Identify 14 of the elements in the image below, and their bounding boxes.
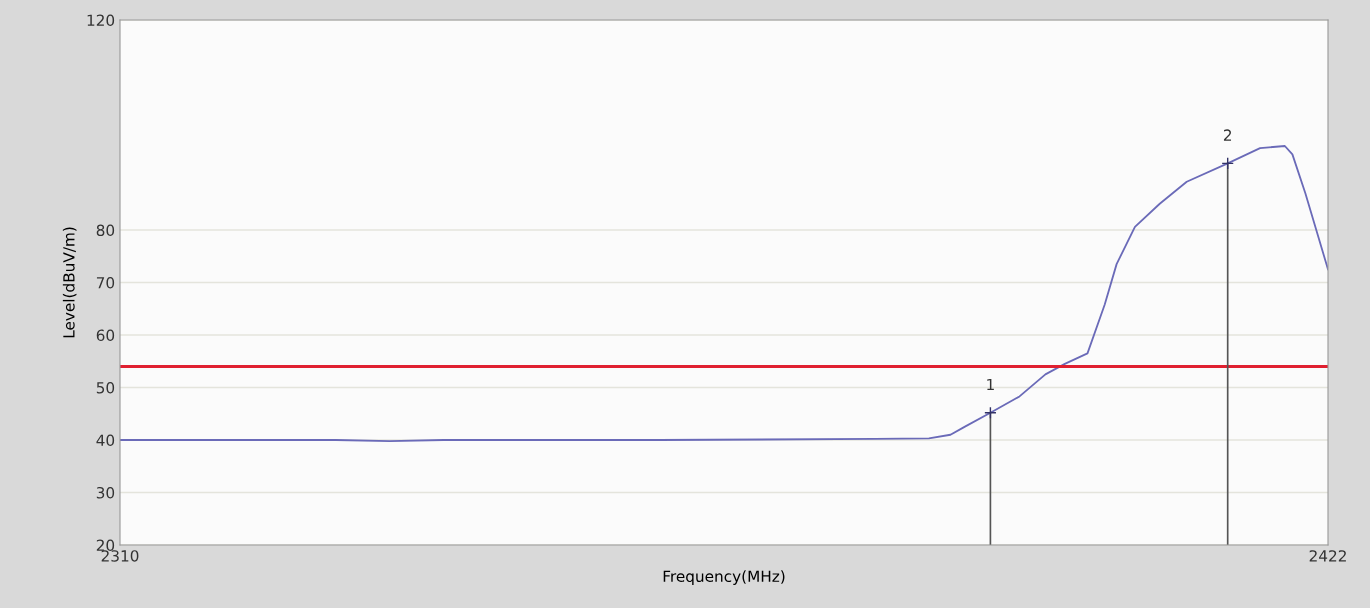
annotation: 2	[1223, 129, 1232, 141]
y-tick-label: 70	[96, 276, 115, 289]
x-axis-title: Frequency(MHz)	[663, 570, 785, 585]
y-tick-label: 80	[96, 224, 115, 237]
x-tick-label: 2422	[1309, 550, 1346, 562]
y-tick-label: 50	[96, 381, 115, 394]
y-tick-label: 120	[87, 14, 115, 27]
y-axis-title: Level(dBuV/m)	[62, 227, 77, 338]
line-series	[120, 145, 1328, 442]
y-tick-label: 60	[96, 329, 115, 342]
x-tick-label: 2310	[101, 550, 139, 562]
y-tick-label: 40	[96, 434, 115, 447]
y-tick-label: 30	[96, 486, 115, 499]
annotation: 1	[987, 378, 994, 391]
